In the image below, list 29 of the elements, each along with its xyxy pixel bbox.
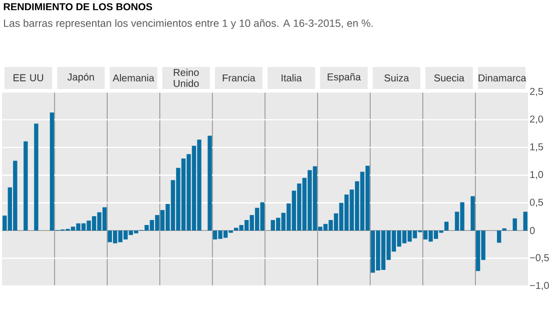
- x-tick-label: Reino Unido: [174, 68, 199, 87]
- x-tick-label: Alemania: [112, 74, 154, 82]
- chart-subtitle: Las barras representan los vencimientos entre 1 y 10 años. A 16-3-2015, en %.: [4, 19, 373, 29]
- y-tick-label: −0,5: [530, 254, 549, 262]
- x-tick-label: España: [328, 73, 361, 82]
- y-tick-label: 0: [530, 227, 535, 234]
- x-tick-label: Francia: [222, 74, 256, 82]
- chart-title: RENDIMIENTO DE LOS BONOS: [4, 3, 152, 10]
- bar: [470, 196, 475, 231]
- bar: [444, 222, 449, 231]
- bar: [496, 230, 502, 243]
- bar: [523, 212, 528, 231]
- y-tick-label: 1,0: [530, 171, 544, 180]
- x-tick-label: EE UU: [14, 74, 44, 82]
- bar: [502, 228, 506, 231]
- y-tick-label: 1,5: [530, 143, 544, 152]
- y-tick-label: 0,5: [530, 198, 544, 207]
- x-tick-label: Dinamarca: [478, 74, 526, 82]
- bar: [24, 141, 28, 231]
- x-tick-label: Suecia: [434, 74, 464, 82]
- x-tick-label: Japón: [67, 73, 94, 83]
- bar: [208, 136, 212, 231]
- y-tick-label: 2,0: [530, 116, 544, 124]
- x-tick-label: Suiza: [384, 74, 410, 82]
- y-tick-label: 2,5: [530, 88, 544, 96]
- y-tick-label: −1,0: [530, 282, 549, 290]
- bar: [34, 124, 38, 231]
- x-tick-label: Italia: [282, 74, 302, 82]
- bar: [512, 218, 517, 231]
